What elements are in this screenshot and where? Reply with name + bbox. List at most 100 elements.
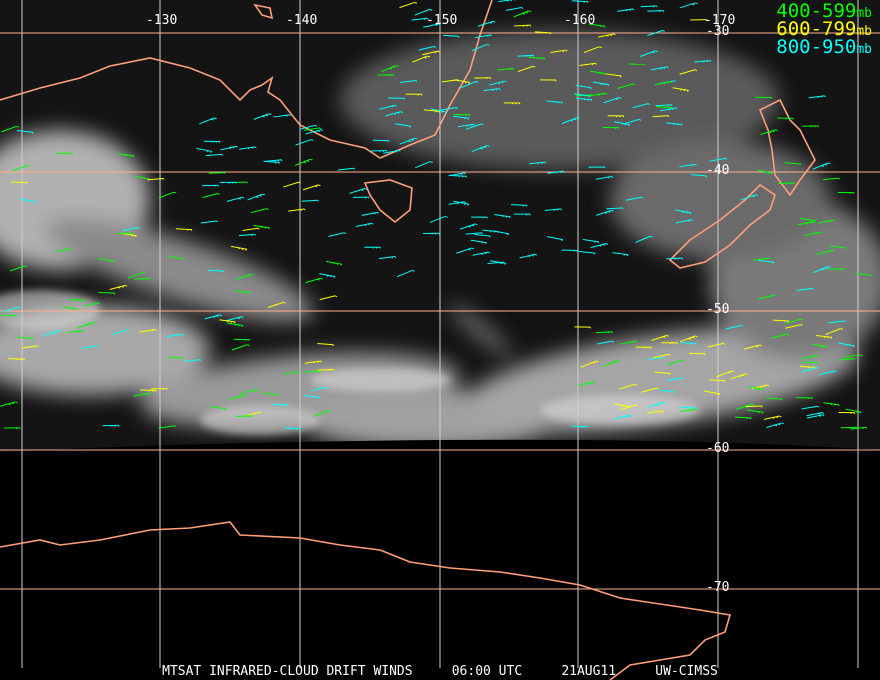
barb-feather [632, 83, 636, 86]
wind-barb [818, 370, 837, 376]
barb-feather [694, 69, 698, 72]
wind-barb [758, 259, 775, 264]
barb-feather [623, 253, 626, 256]
barb-staff [183, 359, 200, 362]
barb-feather [364, 188, 368, 190]
barb-feather [497, 82, 500, 85]
barb-feather [695, 2, 698, 5]
barb-staff [448, 201, 465, 205]
barb-feather [668, 353, 671, 356]
barb-feather [818, 415, 822, 417]
barb-feather [235, 145, 238, 148]
barb-feather [227, 320, 229, 323]
latitude-label: -60 [706, 441, 730, 456]
wind-barb [666, 257, 684, 260]
barb-staff [235, 273, 251, 280]
barb-feather [491, 89, 494, 91]
barb-feather [326, 274, 329, 277]
barb-feather [182, 333, 184, 336]
wind-barb [453, 115, 470, 120]
barb-feather [838, 177, 841, 180]
wind-barb [471, 145, 490, 152]
barb-feather [763, 385, 766, 388]
wind-barb [666, 359, 685, 365]
barb-staff [17, 129, 34, 133]
barb-feather [70, 248, 72, 251]
barb-feather [260, 226, 263, 229]
barb-staff [385, 111, 401, 117]
barb-feather [507, 233, 510, 236]
barb-staff [166, 333, 183, 338]
wind-barb [301, 199, 319, 202]
wind-barb [364, 246, 381, 249]
wind-barb [453, 114, 471, 116]
barb-feather [234, 321, 236, 324]
wind-barb [355, 222, 374, 227]
wind-barb [578, 250, 596, 255]
wind-barb [849, 426, 868, 430]
barb-staff [310, 386, 327, 392]
barb-staff [757, 169, 773, 174]
wind-barb [606, 207, 624, 210]
wind-barb [574, 326, 591, 329]
wind-barb [505, 6, 524, 11]
barb-feather [680, 88, 682, 91]
barb-feather [681, 359, 685, 362]
barb-feather [604, 73, 607, 76]
barb-feather [394, 104, 397, 107]
barb-staff [66, 329, 83, 333]
barb-feather [24, 265, 28, 268]
wind-barb [370, 150, 388, 153]
wind-barb [474, 233, 491, 238]
barb-feather [593, 252, 596, 255]
barb-staff [372, 139, 389, 142]
barb-staff [304, 360, 321, 364]
barb-feather [237, 396, 240, 399]
wind-barb [519, 253, 538, 259]
wind-barb [806, 412, 825, 417]
barb-feather [751, 403, 754, 406]
barb-feather [258, 411, 262, 414]
barb-staff [460, 81, 476, 89]
barb-staff [534, 31, 551, 34]
wind-barb [812, 162, 831, 170]
barb-feather [407, 140, 411, 143]
barb-staff [109, 284, 126, 290]
barb-feather [216, 315, 219, 318]
barb-staff [617, 83, 634, 89]
barb-feather [771, 172, 774, 175]
barb-feather [311, 396, 314, 398]
legend-unit: mb [856, 24, 872, 39]
barb-feather [688, 338, 692, 340]
barb-feather [232, 146, 235, 149]
barb-feather [434, 51, 437, 54]
coastlines [0, 0, 816, 680]
wind-barb [590, 243, 609, 249]
barb-feather [242, 196, 245, 199]
barb-feather [437, 50, 440, 53]
barb-staff [513, 10, 529, 18]
wind-barb [82, 302, 101, 307]
wind-barb [596, 340, 615, 345]
barb-feather [800, 318, 803, 321]
wind-barb [319, 295, 338, 301]
barb-staff [716, 370, 732, 378]
barb-feather [92, 321, 96, 324]
barb-feather [528, 10, 532, 12]
barb-feather [32, 338, 34, 340]
barb-staff [589, 23, 606, 27]
wind-barb [273, 114, 291, 118]
wind-barb [747, 409, 764, 414]
barb-feather [258, 194, 262, 197]
wind-barb [680, 342, 697, 345]
barb-feather [834, 370, 837, 373]
barb-staff [167, 356, 184, 359]
barb-staff [647, 357, 664, 360]
wind-barb [744, 344, 762, 350]
barb-staff [422, 50, 438, 56]
barb-feather [709, 60, 712, 62]
barb-staff [596, 340, 613, 345]
barb-feather [828, 266, 832, 268]
barb-feather [11, 402, 15, 405]
barb-feather [8, 403, 11, 406]
